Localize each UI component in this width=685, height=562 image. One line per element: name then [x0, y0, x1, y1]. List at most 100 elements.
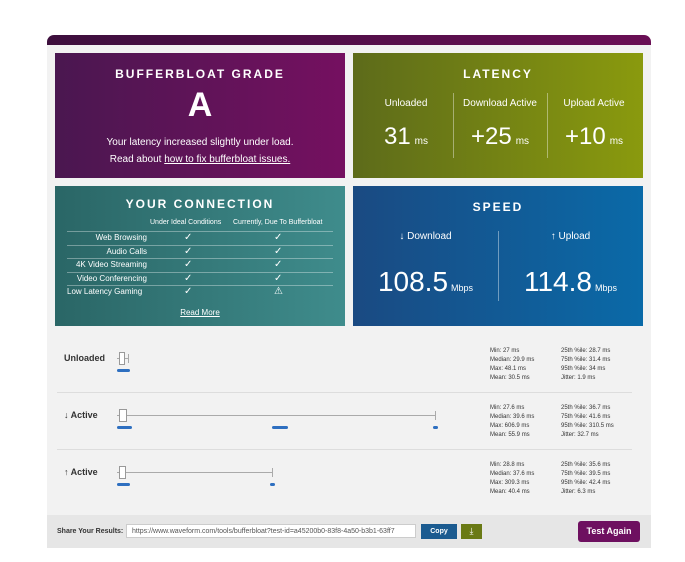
url-input[interactable]: https://www.waveform.com/tools/bufferblo… [126, 524, 416, 538]
box [119, 466, 126, 479]
link[interactable]: how to fix bufferbloat issues. [164, 154, 291, 165]
label: ↑ Upload [550, 231, 591, 242]
stat: 25th %ile: 28.7 ms [561, 348, 611, 354]
divider [547, 93, 548, 158]
stat: 95th %ile: 310.5 ms [561, 423, 614, 429]
value: +25 [470, 123, 512, 150]
title: SPEED [472, 200, 524, 214]
stat: Median: 37.6 ms [490, 471, 535, 477]
row-label: Low Latency Gaming [67, 287, 143, 296]
label: ↓ Download [399, 231, 452, 242]
value-line: +25 ms [453, 123, 547, 151]
value-line: 114.8 Mbps [498, 266, 643, 298]
header: Currently, Due To Bufferbloat [233, 219, 323, 226]
check: ✓ [184, 232, 193, 243]
row-line [67, 285, 333, 286]
row-line [67, 244, 333, 246]
grade: A [187, 86, 213, 124]
stat: 25th %ile: 36.7 ms [561, 405, 611, 411]
check: ✓ [184, 259, 193, 270]
unit: ms [515, 136, 530, 147]
check: ✓ [184, 286, 193, 297]
check: ✓ [274, 259, 283, 270]
read-more[interactable]: Read More [180, 308, 220, 317]
stat: 75th %ile: 39.5 ms [561, 471, 611, 477]
row-line [67, 258, 333, 259]
stat: 95th %ile: 34 ms [561, 366, 606, 372]
dots [272, 426, 288, 429]
box [119, 409, 127, 422]
stat: Mean: 55.9 ms [490, 432, 530, 438]
stat: Max: 48.1 ms [490, 366, 527, 372]
value: 114.8 [523, 266, 592, 297]
unit: Mbps [451, 283, 474, 293]
dots [117, 369, 130, 372]
top-bar [47, 35, 651, 47]
row-label: Audio Calls [106, 246, 147, 256]
check: ✓ [184, 245, 193, 257]
stat: Jitter: 6.3 ms [561, 489, 596, 495]
title: LATENCY [463, 67, 533, 81]
row-label: Web Browsing [95, 233, 147, 242]
value: 108.5 [377, 266, 449, 297]
copy-button[interactable]: Copy [421, 524, 457, 539]
value-line: +10 ms [547, 123, 641, 151]
share-label: Share Your Results: [57, 528, 124, 535]
row-label: ↑ Active [64, 467, 98, 477]
connection-card: YOUR CONNECTION Under Ideal Conditions C… [55, 186, 345, 326]
check: ✓ [274, 245, 283, 257]
value-line: 31 ms [359, 123, 453, 151]
row-label: Unloaded [64, 353, 106, 363]
row-label: 4K Video Streaming [75, 260, 147, 269]
label: Unloaded [384, 98, 428, 109]
stat: 75th %ile: 31.4 ms [561, 357, 611, 363]
value-line: 108.5 Mbps [353, 266, 498, 298]
test-again-button[interactable]: Test Again [578, 521, 640, 542]
stat: Mean: 30.5 ms [490, 375, 530, 381]
speed-cols: ↓ Download 108.5 Mbps ↑ Upload 114.8 Mbps [353, 231, 643, 311]
value: 31 [383, 123, 411, 150]
download-button[interactable]: ⤓ [461, 524, 482, 539]
title: BUFFERBLOAT GRADE [115, 67, 285, 81]
row-label: ↓ Active [64, 410, 98, 420]
stat: Mean: 40.4 ms [490, 489, 530, 495]
text: Your latency increased slightly under lo… [106, 137, 294, 148]
unit: ms [414, 136, 429, 147]
stat: 95th %ile: 42.4 ms [561, 480, 611, 486]
latency-card: LATENCY Unloaded 31 ms Download Active +25 ms… [353, 53, 643, 178]
results: Unloaded Min: 27 ms Median: 29.9 ms Max: 48… [47, 336, 651, 506]
stat: Jitter: 1.9 ms [561, 375, 596, 381]
unit: Mbps [594, 283, 617, 293]
divider [498, 231, 499, 301]
stat: Median: 39.6 ms [490, 414, 535, 420]
row-label: Video Conferencing [76, 273, 147, 283]
whisker-cap [435, 411, 436, 420]
header: Under Ideal Conditions [150, 219, 222, 226]
title: YOUR CONNECTION [125, 197, 275, 211]
whisker-cap [272, 468, 273, 477]
speed-card: SPEED ↓ Download 108.5 Mbps ↑ Upload 114.8 Mb… [353, 186, 643, 326]
dots [433, 426, 438, 429]
dots [117, 483, 130, 486]
label: Download Active [463, 98, 537, 109]
whisker [117, 472, 272, 473]
share-bar: Share Your Results: https://www.waveform… [47, 515, 651, 548]
row-line [67, 231, 333, 232]
rows: Web Browsing ✓ ✓ Audio Calls ✓ ✓ 4K Video Stre… [67, 231, 333, 306]
label: Upload Active [563, 98, 625, 109]
divider [453, 93, 454, 158]
check: ✓ [274, 272, 283, 284]
check: ✓ [274, 232, 283, 243]
separator [57, 392, 632, 393]
row-line [67, 271, 333, 273]
grade-card: BUFFERBLOAT GRADE A Your latency increas… [55, 53, 345, 178]
dots [117, 426, 132, 429]
stat: Min: 27.6 ms [490, 405, 525, 411]
value: +10 [564, 123, 606, 150]
stat: Max: 309.3 ms [490, 480, 530, 486]
stat: Min: 28.8 ms [490, 462, 525, 468]
separator [57, 449, 632, 450]
stat: 75th %ile: 41.6 ms [561, 414, 611, 420]
unit: ms [609, 136, 624, 147]
